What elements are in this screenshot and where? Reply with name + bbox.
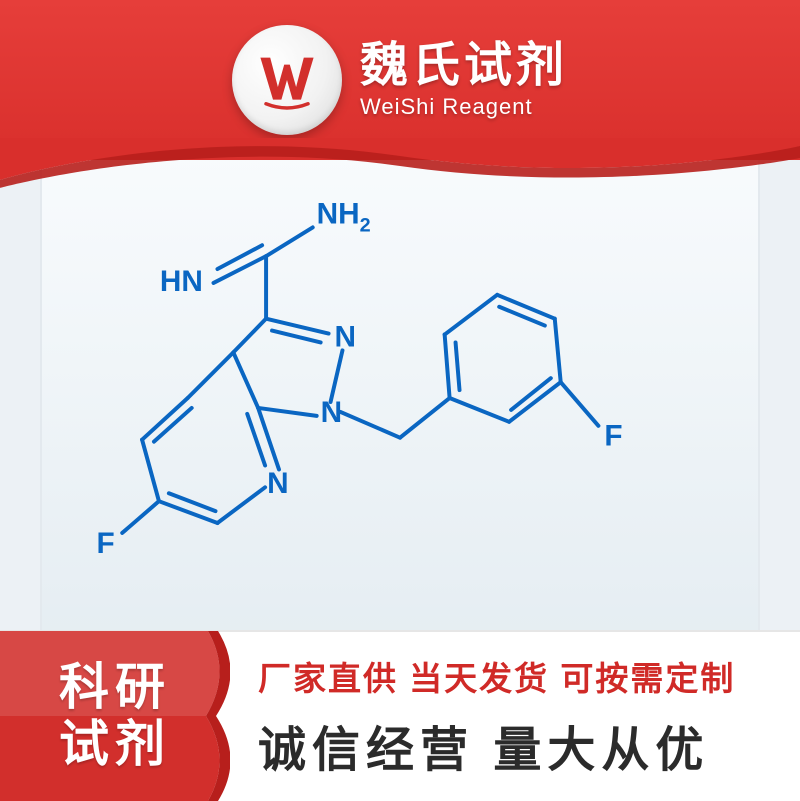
bottom-text-block: 厂家直供 当天发货 可按需定制 诚信经营 量大从优 — [230, 652, 800, 780]
atom-f-phenyl: F — [604, 420, 622, 453]
brand-logo — [232, 25, 342, 135]
atom-n-pyrazole-1: N — [321, 396, 343, 429]
bottom-strip: 科研 试剂 厂家直供 当天发货 可按需定制 诚信经营 量大从优 — [0, 630, 800, 800]
category-line1: 科研 — [59, 659, 171, 717]
atom-nh2: NH2 — [317, 197, 371, 236]
brand-name-en: WeiShi Reagent — [360, 94, 568, 120]
category-ribbon: 科研 试剂 — [0, 631, 230, 801]
brand-box: 魏氏试剂 WeiShi Reagent — [232, 25, 568, 135]
brand-text: 魏氏试剂 WeiShi Reagent — [360, 40, 568, 121]
atom-hn: HN — [160, 265, 203, 298]
category-line2: 试剂 — [59, 716, 171, 774]
molecule-structure: NH2 HN N N N F F — [42, 152, 758, 648]
top-banner: 魏氏试剂 WeiShi Reagent — [0, 0, 800, 160]
feature-list: 厂家直供 当天发货 可按需定制 — [258, 652, 800, 700]
atom-n-pyridine: N — [267, 467, 288, 500]
atom-f-pyridine: F — [96, 527, 114, 560]
molecule-panel: NH2 HN N N N F F — [40, 150, 760, 650]
atom-n-pyrazole-2: N — [335, 320, 357, 353]
slogan: 诚信经营 量大从优 — [258, 710, 800, 780]
brand-name-cn: 魏氏试剂 — [360, 40, 568, 93]
product-card: 魏氏试剂 WeiShi Reagent — [0, 0, 800, 800]
brand-logo-mark — [252, 45, 322, 115]
